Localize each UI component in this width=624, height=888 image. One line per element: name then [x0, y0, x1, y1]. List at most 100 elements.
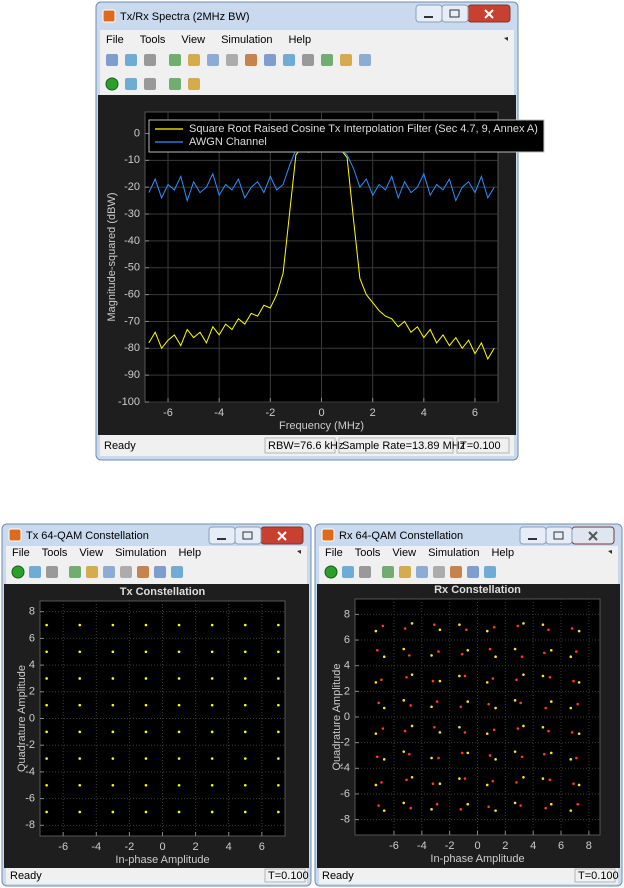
- data-point: [576, 702, 580, 706]
- toolbar-button[interactable]: [125, 54, 137, 66]
- toolbar-button[interactable]: [245, 54, 257, 66]
- toolbar-button[interactable]: [144, 54, 156, 66]
- toolbar-button[interactable]: [359, 54, 371, 66]
- menu-item[interactable]: Help: [491, 547, 514, 559]
- toolbar-button[interactable]: [125, 78, 137, 90]
- data-point: [144, 703, 148, 707]
- menu-item[interactable]: Simulation: [221, 34, 272, 46]
- data-point: [210, 783, 214, 787]
- data-point: [570, 627, 574, 630]
- data-point: [515, 678, 518, 682]
- toolbar-button[interactable]: [144, 78, 156, 90]
- y-tick-label: -80: [124, 342, 140, 354]
- toolbar-button[interactable]: [283, 54, 295, 66]
- toolbar-button[interactable]: [103, 566, 115, 578]
- data-point: [111, 730, 115, 734]
- data-point: [541, 777, 545, 780]
- toolbar-button[interactable]: [321, 54, 333, 66]
- data-point: [547, 729, 550, 733]
- toolbar-button[interactable]: [342, 566, 354, 578]
- toolbar-button[interactable]: [188, 54, 200, 66]
- toolbar-button[interactable]: [264, 54, 276, 66]
- y-axis-label: Quadrature Amplitude: [331, 663, 343, 770]
- data-point: [515, 781, 518, 784]
- data-point: [438, 731, 442, 734]
- toolbar-button[interactable]: [29, 566, 41, 578]
- toolbar-button[interactable]: [69, 566, 81, 578]
- toolbar-button[interactable]: [467, 566, 479, 578]
- toolbar-button[interactable]: [226, 54, 238, 66]
- menu-item[interactable]: Help: [178, 547, 201, 559]
- toolbar-button[interactable]: [484, 566, 496, 578]
- toolbar-button[interactable]: [169, 54, 181, 66]
- menu-item[interactable]: Help: [288, 34, 311, 46]
- data-point: [513, 647, 517, 651]
- minimize-button[interactable]: [208, 526, 236, 545]
- status-bar: [319, 868, 618, 884]
- data-point: [111, 623, 115, 627]
- menu-item[interactable]: View: [79, 547, 103, 559]
- menu-item[interactable]: Tools: [42, 547, 68, 559]
- toolbar-button[interactable]: [154, 566, 166, 578]
- menu-item[interactable]: View: [392, 547, 416, 559]
- window-title: Tx/Rx Spectra (2MHz BW): [120, 11, 250, 23]
- data-point: [380, 781, 383, 784]
- toolbar-button[interactable]: [359, 566, 371, 578]
- toolbar-button[interactable]: [382, 566, 394, 578]
- data-point: [431, 679, 435, 683]
- data-point: [466, 649, 470, 652]
- data-point: [494, 706, 497, 710]
- toolbar-button[interactable]: [340, 54, 352, 66]
- toolbar-button[interactable]: [450, 566, 462, 578]
- menu-item[interactable]: Simulation: [428, 547, 479, 559]
- menu-item[interactable]: File: [106, 34, 124, 46]
- data-point: [45, 677, 48, 680]
- menu-item[interactable]: Tools: [140, 34, 166, 46]
- status-text: Ready: [104, 440, 136, 452]
- data-point: [569, 655, 573, 659]
- data-point: [520, 655, 524, 659]
- toolbar-button[interactable]: [399, 566, 411, 578]
- menu-item[interactable]: View: [181, 34, 205, 46]
- data-point: [488, 647, 492, 651]
- data-point: [548, 675, 552, 679]
- toolbar-button[interactable]: [169, 78, 181, 90]
- toolbar-button[interactable]: [86, 566, 98, 578]
- run-button[interactable]: [11, 565, 25, 579]
- toolbar-button[interactable]: [188, 78, 200, 90]
- menu-item[interactable]: File: [325, 547, 343, 559]
- toolbar-button[interactable]: [207, 54, 219, 66]
- toolbar-button[interactable]: [120, 566, 132, 578]
- toolbar-button[interactable]: [416, 566, 428, 578]
- run-button[interactable]: [105, 77, 119, 91]
- data-point: [459, 705, 463, 709]
- data-point: [487, 805, 490, 809]
- minimize-button[interactable]: [519, 526, 547, 545]
- data-point: [513, 750, 517, 753]
- toolbar-button[interactable]: [106, 54, 118, 66]
- data-point: [437, 756, 440, 760]
- y-tick-label: -2: [340, 737, 350, 749]
- legend-label: AWGN Channel: [189, 136, 267, 148]
- maximize-button[interactable]: [441, 4, 469, 23]
- menu-item[interactable]: Tools: [355, 547, 381, 559]
- toolbar-button[interactable]: [46, 566, 58, 578]
- toolbar-button[interactable]: [137, 566, 149, 578]
- menu-item[interactable]: Simulation: [115, 547, 166, 559]
- data-point: [144, 650, 148, 654]
- maximize-button[interactable]: [545, 526, 573, 545]
- y-tick-label: 6: [29, 632, 35, 644]
- toolbar-button[interactable]: [433, 566, 445, 578]
- menu-item[interactable]: File: [12, 547, 30, 559]
- toolbar-button[interactable]: [171, 566, 183, 578]
- minimize-button[interactable]: [415, 4, 443, 23]
- maximize-button[interactable]: [234, 526, 262, 545]
- run-button[interactable]: [324, 565, 338, 579]
- data-point: [177, 650, 181, 654]
- toolbar-button[interactable]: [302, 54, 314, 66]
- x-tick-label: -6: [58, 841, 68, 853]
- data-point: [177, 703, 181, 707]
- status-text: T=0.100: [460, 440, 501, 452]
- data-point: [78, 757, 82, 760]
- data-point: [519, 701, 522, 705]
